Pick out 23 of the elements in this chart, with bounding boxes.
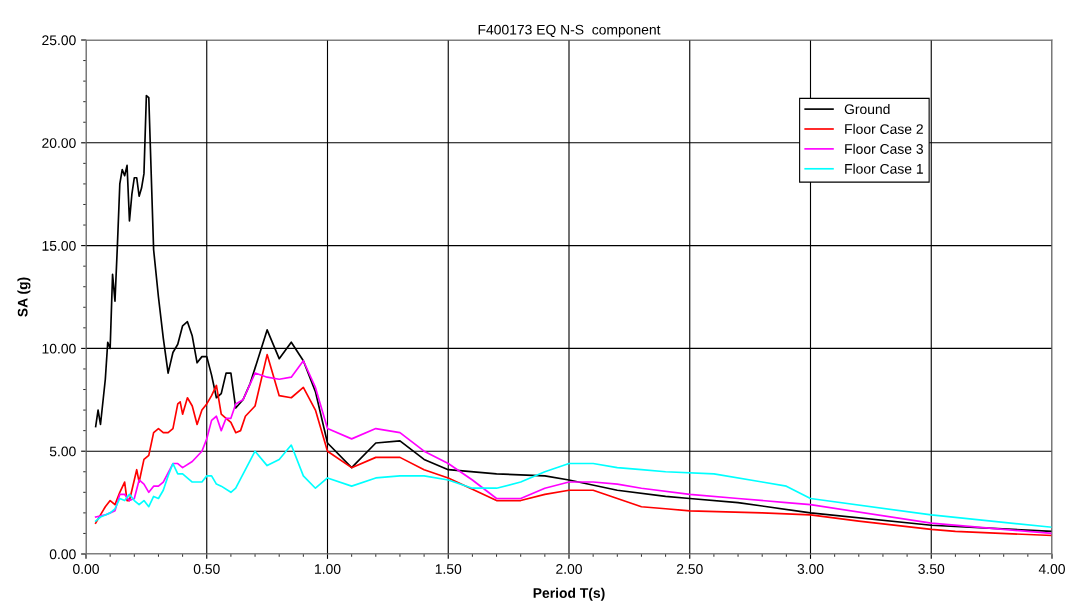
x-axis-title: Period T(s) bbox=[533, 587, 605, 601]
x-tick-label: 4.00 bbox=[1038, 564, 1065, 574]
x-tick-label: 3.50 bbox=[918, 564, 945, 574]
legend-label: Floor Case 1 bbox=[845, 163, 923, 174]
y-tick-label: 10.00 bbox=[42, 343, 76, 354]
x-tick-label: 3.00 bbox=[797, 564, 824, 574]
legend-label: Ground bbox=[844, 103, 890, 115]
x-tick-label: 2.50 bbox=[676, 564, 703, 574]
y-tick-label: 0.00 bbox=[49, 549, 76, 560]
legend-label: Floor Case 3 bbox=[845, 143, 923, 154]
x-tick-label: 2.00 bbox=[556, 564, 582, 574]
y-tick-label: 25.00 bbox=[42, 35, 76, 46]
x-tick-label: 0.00 bbox=[73, 564, 99, 574]
y-tick-label: 5.00 bbox=[49, 446, 76, 457]
x-tick-label: 1.00 bbox=[315, 564, 341, 574]
chart-title: F400173 EQ N-S component bbox=[478, 24, 661, 38]
y-tick-label: 15.00 bbox=[42, 240, 76, 251]
y-axis-title: SA (g) bbox=[17, 277, 31, 317]
x-tick-label: 0.50 bbox=[193, 564, 220, 574]
y-tick-label: 20.00 bbox=[42, 138, 76, 148]
line-series bbox=[94, 444, 1052, 529]
legend-label: Floor Case 2 bbox=[845, 123, 923, 134]
x-tick-label: 1.50 bbox=[435, 564, 462, 574]
